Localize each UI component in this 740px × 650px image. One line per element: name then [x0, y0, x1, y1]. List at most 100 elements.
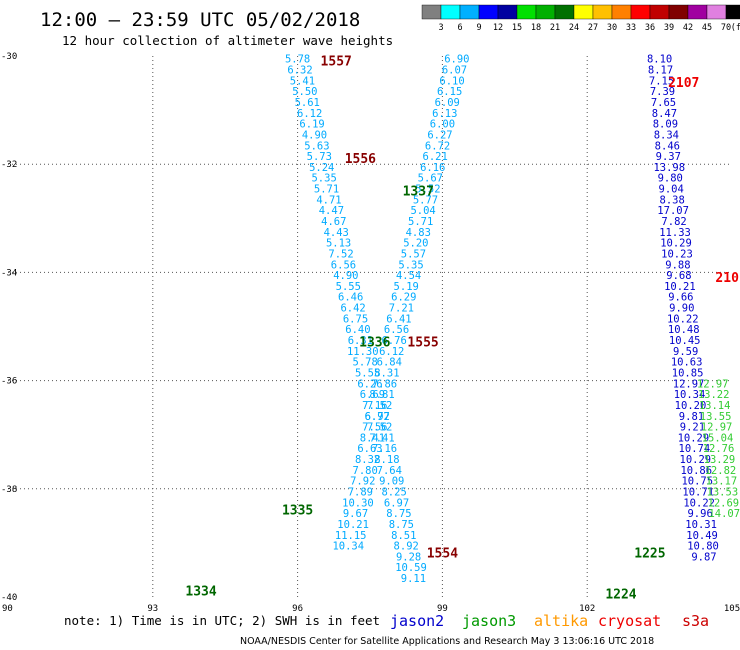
wave-height-point: 10.71 [682, 487, 714, 499]
x-tick-label: 96 [292, 604, 303, 614]
wave-height-point: 10.21 [337, 519, 369, 531]
wave-height-point: 8.31 [374, 367, 399, 379]
wave-height-point: 7.15 [649, 75, 674, 87]
wave-height-point: 7.64 [377, 465, 402, 477]
pass-label: 1555 [407, 336, 438, 351]
satellite-name: jason3 [462, 612, 516, 630]
wave-height-point: 4.83 [406, 227, 431, 239]
wave-height-point: 6.56 [384, 324, 409, 336]
scale-label: 30 [607, 23, 617, 33]
wave-height-point: 13.53 [707, 487, 739, 499]
scale-swatch [440, 4, 461, 20]
wave-height-point: 5.52 [415, 184, 440, 196]
wave-height-point: 7.39 [650, 86, 675, 98]
wave-height-point: 7.16 [372, 443, 397, 455]
scale-label: 21 [550, 23, 560, 33]
wave-height-point: 10.34 [332, 541, 364, 553]
wave-height-point: 11.30 [347, 346, 379, 358]
wave-height-point: 6.13 [432, 108, 457, 120]
wave-height-point: 9.04 [659, 184, 684, 196]
wave-height-point: 4.43 [324, 227, 349, 239]
wave-height-point: 9.28 [396, 551, 421, 563]
wave-height-point: 6.56 [331, 259, 356, 271]
scale-swatch [516, 4, 537, 20]
wave-height-point: 7.16 [362, 400, 387, 412]
wave-height-point: 8.25 [381, 487, 406, 499]
wave-height-point: 5.50 [292, 86, 317, 98]
scale-swatch [459, 4, 480, 20]
wave-height-point: 13.14 [699, 400, 731, 412]
wave-height-point: 10.75 [681, 476, 713, 488]
wave-height-point: 6.97 [365, 411, 390, 423]
wave-height-point: 11.15 [335, 530, 367, 542]
scale-label: 18 [531, 23, 541, 33]
wave-height-point: 4.67 [321, 216, 346, 228]
wave-height-point: 5.35 [398, 259, 423, 271]
wave-height-point: 5.55 [336, 281, 361, 293]
wave-height-point: 12.76 [703, 443, 735, 455]
scale-label: 6 [457, 23, 462, 33]
wave-height-point: 6.00 [430, 119, 455, 131]
wave-height-point: 9.11 [401, 573, 426, 585]
wave-height-point: 6.41 [386, 313, 411, 325]
wave-height-point: 8.75 [386, 508, 411, 520]
wave-height-point: 9.66 [668, 292, 693, 304]
wave-height-point: 10.22 [683, 497, 715, 509]
wave-height-point: 6.97 [384, 497, 409, 509]
scale-label: 70 [721, 23, 731, 33]
x-tick-label: 105 [724, 604, 740, 614]
wave-height-point: 10.63 [671, 357, 703, 369]
wave-height-point: 12.69 [708, 497, 740, 509]
scale-swatch [478, 4, 499, 20]
wave-height-point: 6.40 [345, 324, 370, 336]
wave-height-point: 12.97 [697, 378, 729, 390]
scale-swatch [649, 4, 670, 20]
scale-swatch [592, 4, 613, 20]
y-tick-label: -32 [1, 160, 17, 170]
wave-height-point: 5.19 [394, 281, 419, 293]
wave-height-point: 9.81 [679, 411, 704, 423]
satellite-legend: jason2 jason3 altika cryosat s3a [390, 612, 709, 630]
x-tick-label: 90 [2, 604, 13, 614]
wave-height-point: 6.75 [343, 313, 368, 325]
wave-height-point: 4.90 [302, 129, 327, 141]
satellite-name: jason2 [390, 612, 444, 630]
wave-height-point: 10.30 [342, 497, 374, 509]
wave-height-point: 5.71 [314, 184, 339, 196]
wave-height-point: 6.63 [357, 443, 382, 455]
wave-height-point: 10.74 [679, 443, 711, 455]
wave-height-point: 10.21 [664, 281, 696, 293]
wave-height-point: 6.10 [439, 75, 464, 87]
wave-height-point: 7.82 [661, 216, 686, 228]
wave-height-point: 6.76 [381, 335, 406, 347]
wave-height-point: 7.52 [367, 400, 392, 412]
scale-label: 12 [493, 23, 503, 33]
wave-height-point: 10.59 [395, 562, 427, 574]
wave-height-point: 8.10 [647, 54, 672, 66]
scale-label: 24 [569, 23, 579, 33]
wave-height-point: 5.35 [311, 173, 336, 185]
pass-label: 1556 [345, 152, 376, 167]
x-tick-label: 93 [147, 604, 158, 614]
x-tick-label: 102 [579, 604, 595, 614]
footer-note: note: 1) Time is in UTC; 2) SWH is in fe… [64, 613, 380, 628]
wave-height-point: 10.85 [672, 367, 704, 379]
wave-height-point: 13.55 [700, 411, 732, 423]
wave-height-point: 8.32 [355, 454, 380, 466]
scale-swatch [554, 4, 575, 20]
wave-height-point: 5.78 [285, 54, 310, 66]
wave-height-point: 6.21 [423, 151, 448, 163]
scale-label: 42 [683, 23, 693, 33]
scale-label: 27 [588, 23, 598, 33]
scale-swatch [535, 4, 556, 20]
x-tick-label: 99 [437, 604, 448, 614]
wave-height-point: 5.77 [413, 194, 438, 206]
wave-height-point: 6.46 [338, 292, 363, 304]
wave-height-point: 9.80 [658, 173, 683, 185]
wave-height-point: 5.55 [355, 367, 380, 379]
wave-height-point: 5.41 [290, 75, 315, 87]
pass-label: 2107 [668, 76, 699, 91]
wave-height-point: 6.07 [442, 65, 467, 77]
y-tick-label: -40 [1, 593, 17, 603]
